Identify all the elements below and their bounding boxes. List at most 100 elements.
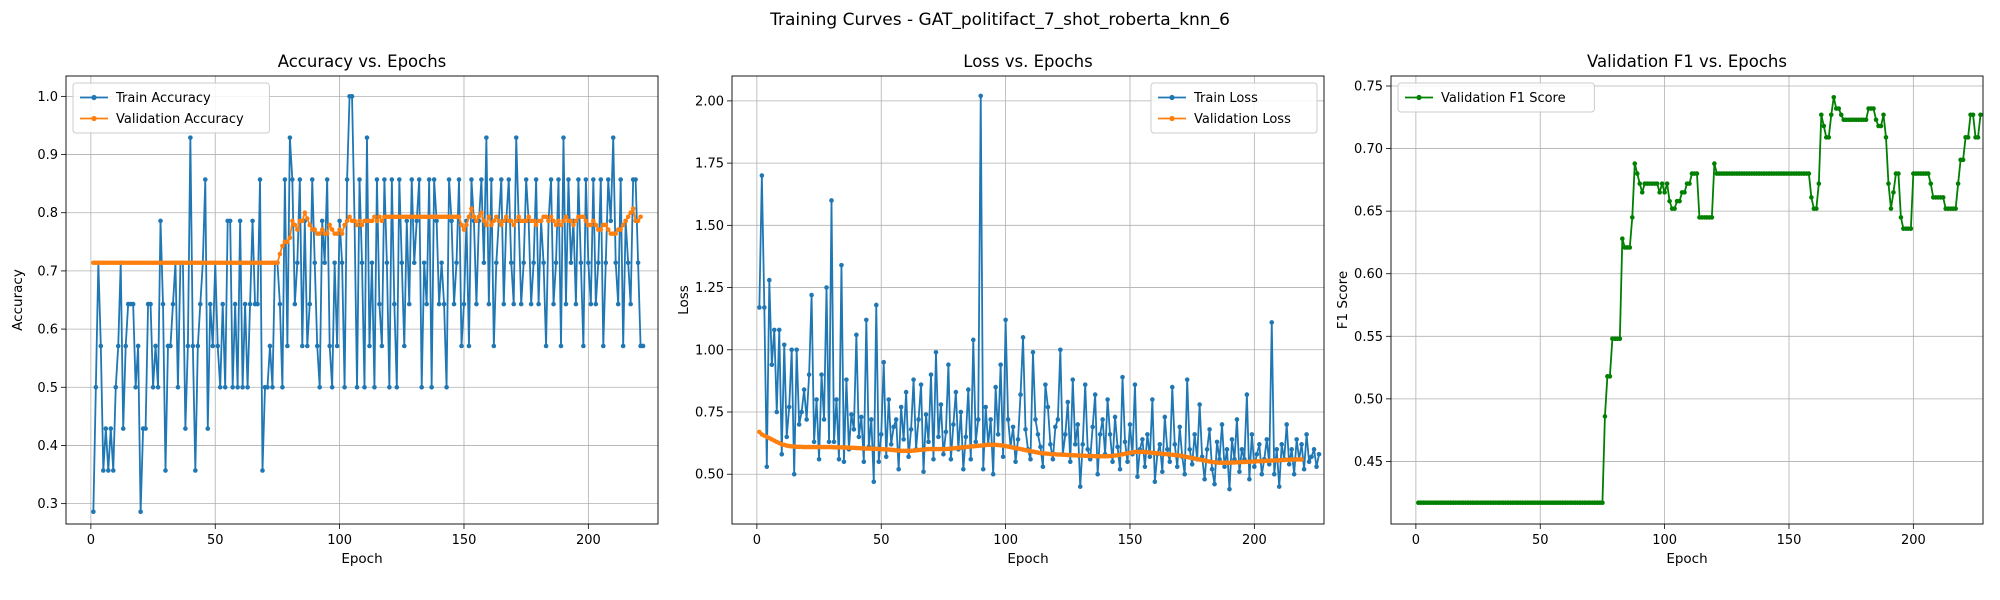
- data-point: [628, 301, 633, 307]
- data-point: [794, 347, 799, 353]
- data-point: [491, 218, 497, 224]
- data-point: [461, 301, 467, 307]
- data-point: [202, 177, 208, 182]
- data-point: [1010, 424, 1016, 430]
- x-axis-label: Epoch: [341, 551, 382, 567]
- data-point: [1095, 471, 1100, 477]
- data-point: [451, 301, 457, 307]
- data-point: [1197, 402, 1202, 407]
- data-point: [511, 301, 517, 307]
- data-point: [466, 343, 472, 349]
- data-point: [295, 260, 300, 266]
- data-point: [359, 222, 365, 228]
- data-point: [170, 301, 176, 307]
- data-point: [568, 218, 574, 224]
- data-point: [563, 214, 569, 220]
- data-point: [322, 260, 327, 266]
- data-point: [153, 343, 158, 349]
- figure-title: Training Curves - GAT_politifact_7_shot_…: [769, 10, 1230, 30]
- data-point: [1266, 461, 1272, 467]
- data-point: [397, 177, 402, 182]
- data-point: [769, 362, 775, 368]
- data-point: [498, 222, 504, 228]
- data-point: [369, 218, 375, 224]
- y-tick-label: 0.6: [37, 323, 58, 338]
- x-tick-label: 200: [1901, 533, 1926, 548]
- data-point: [297, 177, 303, 182]
- panel-title: Loss vs. Epochs: [963, 52, 1092, 71]
- data-point: [980, 466, 986, 472]
- data-point: [1627, 245, 1633, 250]
- data-point: [1274, 447, 1280, 452]
- data-point: [861, 459, 867, 465]
- data-point: [494, 260, 499, 266]
- data-point: [591, 218, 596, 224]
- data-point: [260, 468, 265, 473]
- data-point: [474, 218, 479, 224]
- data-point: [123, 343, 128, 349]
- data-point: [1219, 422, 1225, 427]
- data-point: [183, 426, 188, 431]
- data-point: [1125, 459, 1130, 465]
- data-point: [265, 384, 270, 390]
- data-point: [130, 301, 136, 307]
- data-point: [277, 251, 283, 257]
- data-point: [372, 384, 377, 390]
- y-tick-label: 0.7: [37, 264, 58, 279]
- data-point: [548, 177, 554, 182]
- data-point: [185, 343, 191, 349]
- data-point: [598, 177, 604, 182]
- data-point: [469, 206, 474, 211]
- data-point: [826, 439, 832, 445]
- data-point: [411, 260, 417, 266]
- data-point: [886, 397, 892, 402]
- data-point: [806, 372, 812, 377]
- data-point: [1311, 447, 1317, 452]
- data-point: [518, 301, 524, 307]
- data-point: [543, 214, 549, 220]
- data-point: [603, 222, 609, 228]
- data-point: [489, 177, 494, 182]
- data-point: [198, 301, 203, 307]
- data-point: [300, 343, 305, 349]
- data-point: [1960, 157, 1966, 163]
- data-point: [379, 218, 385, 224]
- data-point: [359, 260, 365, 266]
- y-tick-label: 0.50: [695, 468, 724, 483]
- data-point: [501, 301, 507, 307]
- data-point: [536, 301, 541, 307]
- data-point: [277, 301, 283, 307]
- data-point: [1247, 476, 1252, 482]
- series-2: [91, 206, 643, 266]
- data-point: [918, 382, 924, 387]
- legend-swatch-marker: [1416, 94, 1422, 101]
- data-point: [143, 426, 148, 431]
- data-point: [227, 218, 233, 224]
- data-point: [883, 454, 889, 460]
- legend-swatch-marker: [1169, 115, 1175, 122]
- y-tick-label: 0.75: [1354, 80, 1383, 95]
- series-1: [1416, 94, 1983, 506]
- data-point: [630, 206, 636, 211]
- data-point: [963, 434, 969, 440]
- data-point: [1271, 471, 1277, 477]
- series-line: [92, 95, 644, 513]
- data-point: [168, 343, 173, 349]
- data-point: [936, 434, 941, 440]
- data-point: [414, 218, 420, 224]
- x-tick-label: 100: [993, 533, 1018, 548]
- data-point: [1172, 442, 1178, 447]
- data-point: [1122, 439, 1128, 445]
- data-point: [1229, 437, 1235, 442]
- data-point: [523, 177, 529, 182]
- data-point: [1140, 437, 1145, 442]
- series-line: [758, 95, 1320, 491]
- y-tick-label: 0.55: [1354, 330, 1383, 345]
- data-point: [285, 239, 290, 245]
- data-point: [620, 222, 626, 228]
- data-point: [98, 343, 104, 349]
- data-point: [456, 177, 462, 182]
- data-point: [1227, 486, 1232, 492]
- y-tick-label: 0.75: [695, 406, 724, 421]
- data-point: [339, 231, 345, 236]
